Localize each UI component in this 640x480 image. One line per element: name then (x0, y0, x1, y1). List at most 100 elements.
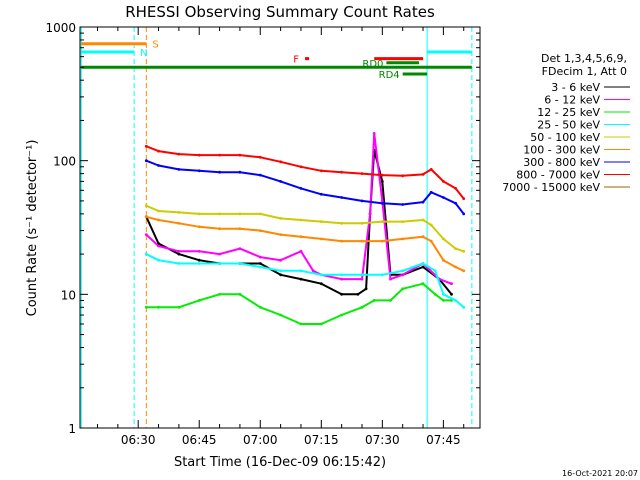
y-axis-label: Count Rate (s⁻¹ detector⁻¹) (25, 140, 40, 317)
series-point-5-6 (258, 229, 262, 233)
series-point-2-13 (389, 299, 392, 302)
series-point-7-13 (401, 174, 405, 178)
series-point-3-9 (319, 273, 323, 277)
series-point-7-12 (380, 173, 384, 177)
series-point-5-14 (421, 235, 425, 239)
series-point-6-3 (197, 169, 201, 173)
series-point-6-9 (319, 192, 323, 196)
y-tick-label-1: 10 (61, 288, 76, 302)
series-point-3-0 (144, 252, 148, 256)
series-point-1-16 (389, 277, 392, 281)
series-point-6-0 (144, 159, 148, 163)
series-point-4-11 (360, 221, 364, 225)
series-point-7-6 (258, 155, 262, 159)
chart-title: RHESSI Observing Summary Count Rates (125, 3, 435, 21)
series-point-6-4 (218, 170, 222, 174)
series-point-7-17 (454, 187, 457, 190)
series-point-1-0 (144, 233, 148, 237)
legend-label-3: 25 - 50 keV (537, 119, 600, 132)
series-point-1-4 (218, 252, 222, 256)
legend-label-5: 100 - 300 keV (523, 144, 600, 157)
series-point-5-16 (442, 258, 445, 262)
series-point-1-11 (340, 277, 343, 281)
series-point-5-13 (401, 237, 405, 241)
y-tick-label-0: 1 (68, 422, 76, 436)
series-point-2-16 (433, 292, 437, 296)
series-point-2-14 (401, 287, 405, 291)
series-point-7-4 (218, 153, 222, 157)
data-series (144, 132, 466, 326)
series-point-6-17 (454, 201, 457, 205)
flag-label-3: F (293, 55, 299, 66)
series-point-3-4 (218, 262, 222, 265)
series-point-0-18 (421, 265, 425, 269)
axes: 06:30 06:45 07:00 07:15 07:30 07:45 1 10 100 1000 (45, 21, 481, 447)
series-point-5-15 (429, 239, 433, 243)
series-point-1-1 (157, 244, 160, 248)
series-point-4-14 (421, 218, 425, 222)
legend-header-0: Det 1,3,4,5,6,9, (541, 52, 627, 65)
series-point-5-18 (462, 269, 466, 273)
series-point-7-5 (238, 153, 242, 157)
series-point-2-11 (360, 305, 364, 309)
series-point-0-15 (380, 180, 384, 183)
series-point-3-7 (279, 269, 282, 273)
series-point-0-6 (258, 262, 262, 265)
series-point-5-3 (197, 225, 201, 229)
series-point-6-18 (462, 212, 466, 216)
series-point-1-14 (372, 132, 376, 135)
series-point-5-11 (360, 239, 364, 243)
series-point-4-6 (258, 212, 262, 216)
x-tick-label-2: 07:00 (243, 433, 278, 447)
series-point-2-8 (299, 322, 303, 326)
footer-timestamp: 16-Oct-2021 20:07 (562, 469, 638, 478)
series-point-7-9 (319, 169, 323, 173)
series-point-2-1 (157, 305, 160, 309)
x-tick-label-5: 07:45 (426, 433, 461, 447)
series-point-4-5 (238, 212, 242, 216)
legend-label-8: 7000 - 15000 keV (502, 181, 600, 194)
series-point-0-20 (450, 292, 453, 296)
series-point-4-10 (340, 221, 343, 225)
y-tick-label-2: 100 (53, 155, 76, 169)
plot-frame (79, 26, 481, 429)
series-point-6-14 (421, 200, 425, 204)
x-tick-label-3: 07:15 (304, 433, 339, 447)
series-point-4-16 (442, 237, 445, 241)
flag-label-6: RD4 (379, 70, 400, 81)
series-point-0-9 (319, 282, 323, 286)
series-point-3-10 (340, 273, 343, 277)
series-point-3-3 (197, 262, 201, 265)
series-point-1-7 (279, 258, 282, 262)
series-point-4-18 (462, 249, 466, 253)
series-point-2-10 (340, 313, 343, 317)
series-point-7-8 (299, 165, 303, 169)
series-point-6-1 (157, 164, 160, 167)
flag-label-1: N (140, 48, 147, 59)
series-point-3-18 (462, 305, 466, 309)
series-point-2-5 (238, 292, 242, 296)
series-point-0-2 (177, 252, 181, 256)
legend-label-7: 800 - 7000 keV (516, 169, 600, 182)
series-point-3-12 (380, 273, 384, 277)
series-point-7-0 (144, 144, 148, 148)
series-point-5-2 (177, 221, 181, 225)
series-point-5-9 (319, 237, 323, 241)
series-point-3-13 (401, 269, 405, 273)
legend-label-1: 6 - 12 keV (544, 94, 600, 107)
series-point-4-8 (299, 218, 303, 222)
series-point-3-16 (442, 292, 445, 296)
series-point-7-10 (340, 170, 343, 174)
series-point-6-12 (380, 201, 384, 205)
series-point-4-12 (380, 220, 384, 224)
series-point-4-17 (454, 247, 457, 251)
flag-label-0: S (152, 40, 158, 51)
series-point-2-3 (197, 299, 201, 302)
series-point-2-9 (319, 322, 323, 326)
series-point-6-16 (442, 196, 445, 199)
series-point-0-10 (340, 292, 343, 296)
series-point-0-8 (299, 277, 303, 281)
series-point-6-10 (340, 196, 343, 199)
series-point-2-4 (218, 292, 222, 296)
series-point-1-9 (311, 269, 315, 273)
